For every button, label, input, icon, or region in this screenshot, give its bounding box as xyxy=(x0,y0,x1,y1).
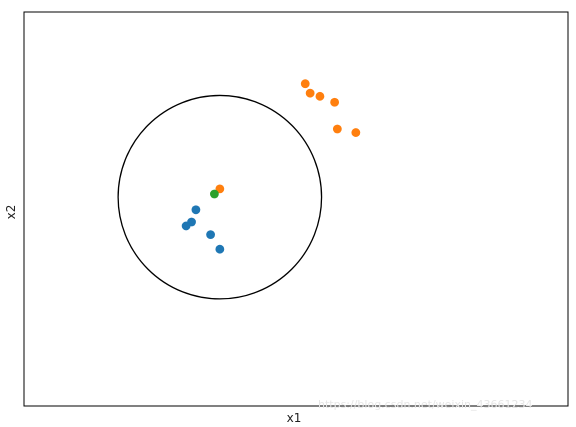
scatter-point-series-2-1 xyxy=(300,79,310,89)
annotations-layer xyxy=(117,94,323,300)
scatter-point-series-2-6 xyxy=(351,128,361,137)
scatter-point-series-3-1 xyxy=(210,189,219,199)
scatter-point-series-2-2 xyxy=(305,88,315,98)
scatter-point-series-1-3 xyxy=(181,221,191,231)
x-axis-label: x1 xyxy=(287,411,302,425)
scatter-point-series-1-5 xyxy=(215,244,225,254)
points-layer xyxy=(181,79,361,254)
plot-frame xyxy=(23,11,569,407)
scatter-point-series-2-5 xyxy=(332,124,342,134)
neighborhood-circle xyxy=(117,94,323,300)
y-axis-label: x2 xyxy=(4,205,18,220)
scatter-point-series-2-4 xyxy=(330,97,340,107)
watermark-text: https://blog.csdn.net/weixin_43661234 xyxy=(318,398,533,411)
scatter-point-series-1-4 xyxy=(206,230,215,240)
scatter-point-series-2-3 xyxy=(315,91,325,101)
scatter-point-series-1-1 xyxy=(191,205,201,215)
